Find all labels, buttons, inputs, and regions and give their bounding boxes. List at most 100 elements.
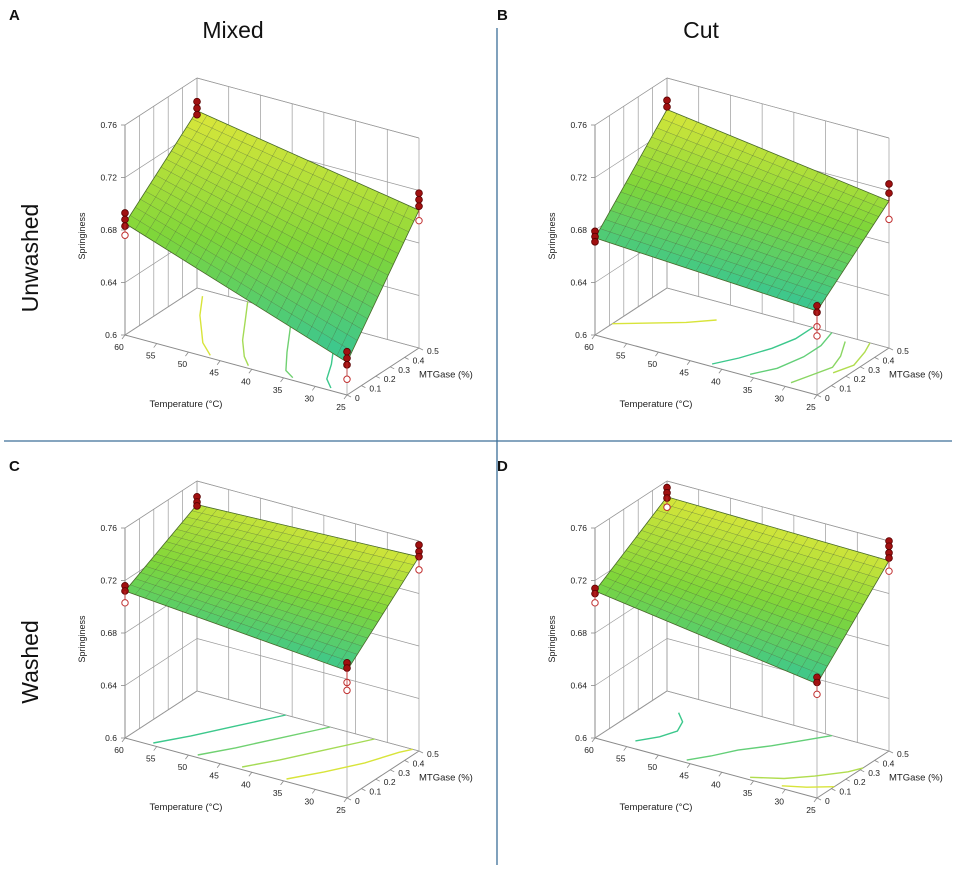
y-tick-label: 0.1	[839, 384, 851, 394]
x-tick	[623, 343, 628, 348]
design-point-marker	[343, 354, 351, 363]
back-wall-gridline	[666, 638, 890, 699]
y-tick	[845, 778, 850, 782]
z-tick-label: 0.76	[100, 120, 117, 130]
y-tick	[874, 760, 879, 763]
y-tick	[874, 357, 879, 360]
x-tick-label: 35	[743, 788, 753, 798]
design-point-marker-below	[813, 332, 821, 340]
y-axis-title: MTGase (%)	[419, 370, 473, 381]
x-tick-label: 60	[584, 745, 594, 755]
x-tick-label: 60	[114, 342, 124, 352]
design-point-marker	[193, 97, 201, 106]
y-tick-label: 0.4	[883, 758, 895, 768]
x-tick-label: 50	[178, 359, 188, 369]
x-tick-label: 25	[336, 402, 346, 412]
tick-labels: 0.60.640.680.720.76605550454035302500.10…	[77, 523, 473, 815]
y-tick-label: 0.4	[883, 355, 895, 365]
x-axis-title: Temperature (°C)	[150, 399, 223, 410]
design-point-marker	[663, 96, 671, 105]
x-tick-label: 50	[648, 762, 658, 772]
response-surface	[124, 504, 420, 672]
contour-line	[781, 785, 835, 788]
y-tick	[888, 347, 894, 351]
y-tick	[860, 366, 865, 370]
back-wall-gridline	[196, 690, 420, 752]
design-points	[591, 483, 893, 699]
z-tick-label: 0.72	[100, 173, 117, 183]
design-points	[591, 96, 893, 340]
contour-lines	[612, 319, 871, 384]
y-tick-label: 0	[355, 393, 360, 403]
design-point-marker-below	[343, 375, 351, 383]
back-wall-gridline	[666, 690, 890, 752]
x-tick	[121, 334, 126, 340]
floor-edge-right	[346, 750, 420, 799]
contour-line	[635, 712, 684, 742]
z-tick-label: 0.76	[100, 523, 117, 533]
y-axis-title: MTGase (%)	[889, 773, 943, 784]
y-tick-label: 0.1	[369, 384, 381, 394]
floor-edge-front	[124, 334, 348, 396]
tick-labels: 0.60.640.680.720.76605550454035302500.10…	[77, 120, 473, 412]
panel-dividers	[4, 28, 952, 865]
z-tick-label: 0.68	[100, 225, 117, 235]
y-tick	[816, 394, 822, 398]
floor-edge-right	[816, 750, 890, 799]
y-tick	[860, 769, 865, 773]
y-tick	[831, 788, 836, 791]
contour-lines	[635, 712, 864, 788]
x-tick-label: 25	[806, 805, 816, 815]
floor-edge-front	[124, 737, 348, 799]
x-tick-label: 25	[336, 805, 346, 815]
x-tick	[813, 797, 818, 803]
x-tick	[185, 754, 189, 760]
y-tick-label: 0.5	[897, 749, 909, 759]
x-tick-label: 40	[711, 376, 721, 386]
y-tick	[418, 750, 424, 754]
y-axis-title: MTGase (%)	[419, 773, 473, 784]
x-tick	[781, 789, 786, 794]
x-axis-title: Temperature (°C)	[150, 802, 223, 813]
x-tick-label: 40	[711, 779, 721, 789]
panels: A 0.6 0.64 0.68 0.72 0.76 60 55 50 45 40 35 30 25 0 0.1…	[9, 7, 943, 815]
response-surface	[124, 110, 420, 363]
contour-line	[197, 726, 331, 756]
x-tick	[216, 763, 221, 768]
y-tick-label: 0.4	[413, 355, 425, 365]
z-tick-label: 0.68	[100, 628, 117, 638]
top-left-edge	[124, 77, 198, 126]
x-tick	[153, 746, 158, 751]
design-point-marker	[121, 209, 129, 217]
contour-line	[832, 342, 871, 374]
panel-label-b: B	[497, 7, 508, 24]
x-tick-label: 45	[209, 771, 219, 781]
panel-b: B 0.6 0.64 0.68 0.72 0.76 60 55 50 45 40 35 30 25 0 0.1…	[497, 7, 943, 412]
design-point-marker-below	[885, 215, 893, 224]
x-tick	[280, 780, 284, 786]
z-tick-label: 0.6	[105, 733, 117, 743]
design-point-marker-below	[663, 503, 671, 511]
design-point-marker-below	[591, 599, 599, 607]
y-tick-label: 0.1	[369, 787, 381, 797]
x-tick	[216, 360, 221, 365]
design-point-marker-below	[415, 216, 423, 225]
y-tick	[361, 788, 366, 791]
z-tick-label: 0.6	[105, 330, 117, 340]
x-tick-label: 25	[806, 402, 816, 412]
design-point-marker	[885, 189, 893, 197]
contour-line	[749, 332, 833, 375]
y-tick	[375, 778, 380, 782]
z-tick-label: 0.64	[570, 278, 587, 288]
x-tick-label: 45	[679, 368, 689, 378]
x-tick	[750, 377, 754, 383]
x-tick	[591, 737, 596, 743]
x-tick-label: 55	[616, 754, 626, 764]
z-tick-label: 0.72	[570, 576, 587, 586]
x-tick-label: 35	[743, 385, 753, 395]
z-axis-title: Springiness	[77, 212, 87, 260]
y-tick-label: 0.2	[854, 777, 866, 787]
design-point-marker-below	[415, 566, 423, 574]
design-point-marker	[415, 195, 423, 204]
design-point-marker	[193, 110, 201, 119]
